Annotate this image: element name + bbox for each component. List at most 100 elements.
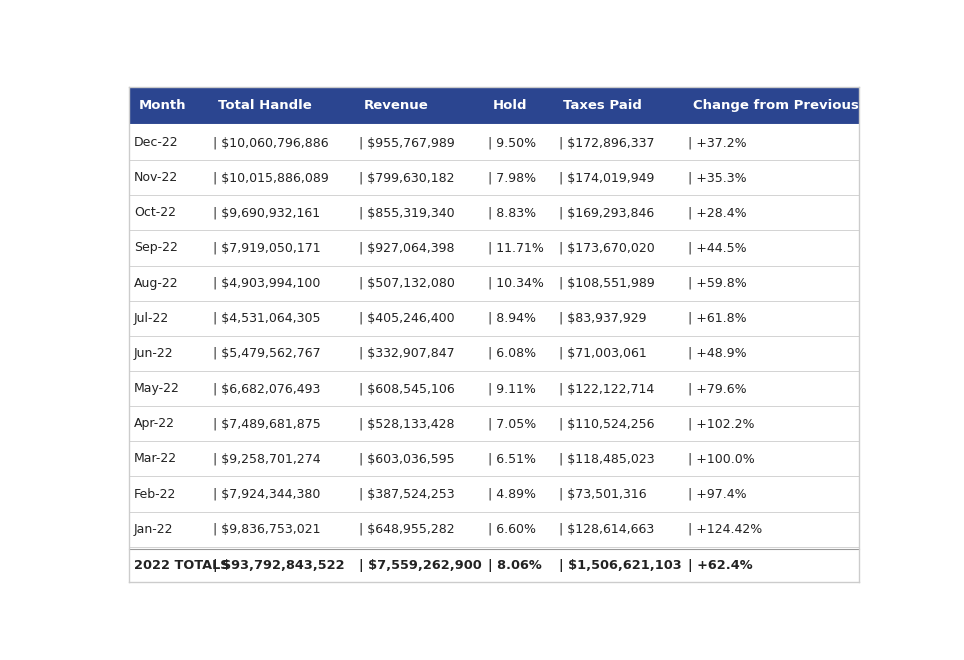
Text: | $93,792,843,522: | $93,792,843,522: [213, 559, 345, 572]
Bar: [129, 301, 208, 336]
Bar: [683, 477, 859, 512]
Text: | $10,015,886,089: | $10,015,886,089: [213, 171, 329, 184]
Bar: [484, 512, 554, 546]
Bar: [129, 442, 208, 477]
Text: | $108,551,989: | $108,551,989: [559, 277, 655, 290]
Bar: [208, 371, 355, 406]
Text: Mar-22: Mar-22: [134, 452, 177, 465]
Bar: [355, 371, 484, 406]
Text: Feb-22: Feb-22: [134, 488, 176, 500]
Text: | 8.06%: | 8.06%: [488, 559, 542, 572]
Text: | $799,630,182: | $799,630,182: [359, 171, 454, 184]
Text: | $955,767,989: | $955,767,989: [359, 136, 455, 149]
Text: | $172,896,337: | $172,896,337: [559, 136, 655, 149]
Bar: [683, 406, 859, 442]
Bar: [683, 549, 859, 582]
Text: | $83,937,929: | $83,937,929: [559, 312, 647, 325]
Bar: [554, 230, 683, 265]
Text: | $4,531,064,305: | $4,531,064,305: [213, 312, 321, 325]
Bar: [484, 195, 554, 230]
Bar: [208, 406, 355, 442]
Bar: [129, 195, 208, 230]
Text: Change from Previous Year: Change from Previous Year: [692, 100, 896, 112]
Bar: [129, 336, 208, 371]
Text: | $855,319,340: | $855,319,340: [359, 207, 455, 219]
Bar: [683, 87, 859, 125]
Bar: [554, 265, 683, 301]
Text: | +28.4%: | +28.4%: [688, 207, 747, 219]
Text: | +102.2%: | +102.2%: [688, 417, 755, 430]
Text: | 6.60%: | 6.60%: [488, 523, 536, 536]
Text: | +62.4%: | +62.4%: [688, 559, 753, 572]
Text: | 10.34%: | 10.34%: [488, 277, 544, 290]
Bar: [554, 512, 683, 546]
Bar: [484, 125, 554, 160]
Bar: [129, 125, 208, 160]
Bar: [554, 336, 683, 371]
Text: | $174,019,949: | $174,019,949: [559, 171, 655, 184]
Bar: [355, 230, 484, 265]
Bar: [554, 442, 683, 477]
Text: | $4,903,994,100: | $4,903,994,100: [213, 277, 320, 290]
Text: | $169,293,846: | $169,293,846: [559, 207, 655, 219]
Bar: [484, 336, 554, 371]
Bar: [683, 336, 859, 371]
Bar: [208, 87, 355, 125]
Bar: [208, 442, 355, 477]
Text: | $507,132,080: | $507,132,080: [359, 277, 455, 290]
Bar: [355, 160, 484, 195]
Bar: [129, 160, 208, 195]
Text: | +37.2%: | +37.2%: [688, 136, 747, 149]
Text: Dec-22: Dec-22: [134, 136, 178, 149]
Text: Jan-22: Jan-22: [134, 523, 174, 536]
Bar: [683, 230, 859, 265]
Bar: [683, 195, 859, 230]
Text: | 4.89%: | 4.89%: [488, 488, 536, 500]
Bar: [683, 265, 859, 301]
Bar: [355, 195, 484, 230]
Text: | $603,036,595: | $603,036,595: [359, 452, 455, 465]
Text: | $7,919,050,171: | $7,919,050,171: [213, 242, 321, 255]
Text: | 9.11%: | 9.11%: [488, 382, 536, 395]
Bar: [554, 477, 683, 512]
Bar: [129, 406, 208, 442]
Text: | $332,907,847: | $332,907,847: [359, 347, 455, 360]
Bar: [208, 230, 355, 265]
Text: | $608,545,106: | $608,545,106: [359, 382, 455, 395]
Text: | $10,060,796,886: | $10,060,796,886: [213, 136, 329, 149]
Text: | $387,524,253: | $387,524,253: [359, 488, 455, 500]
Bar: [683, 301, 859, 336]
Bar: [355, 477, 484, 512]
Bar: [683, 125, 859, 160]
Bar: [355, 406, 484, 442]
Bar: [129, 87, 208, 125]
Bar: [554, 87, 683, 125]
Bar: [208, 160, 355, 195]
Text: | $7,489,681,875: | $7,489,681,875: [213, 417, 321, 430]
Bar: [484, 87, 554, 125]
Text: | 8.83%: | 8.83%: [488, 207, 536, 219]
Text: Revenue: Revenue: [363, 100, 428, 112]
Bar: [484, 406, 554, 442]
Text: | $128,614,663: | $128,614,663: [559, 523, 655, 536]
Bar: [355, 512, 484, 546]
Text: | $173,670,020: | $173,670,020: [559, 242, 655, 255]
Bar: [484, 230, 554, 265]
Bar: [208, 265, 355, 301]
Bar: [554, 195, 683, 230]
Text: | +48.9%: | +48.9%: [688, 347, 747, 360]
Bar: [484, 265, 554, 301]
Text: | $7,559,262,900: | $7,559,262,900: [359, 559, 482, 572]
Bar: [683, 512, 859, 546]
Bar: [554, 371, 683, 406]
Bar: [129, 512, 208, 546]
Text: Jun-22: Jun-22: [134, 347, 174, 360]
Bar: [208, 195, 355, 230]
Text: Month: Month: [139, 100, 186, 112]
Bar: [355, 265, 484, 301]
Text: Apr-22: Apr-22: [134, 417, 174, 430]
Text: | 6.08%: | 6.08%: [488, 347, 536, 360]
Text: | $118,485,023: | $118,485,023: [559, 452, 655, 465]
Text: | $122,122,714: | $122,122,714: [559, 382, 655, 395]
Text: | 9.50%: | 9.50%: [488, 136, 536, 149]
